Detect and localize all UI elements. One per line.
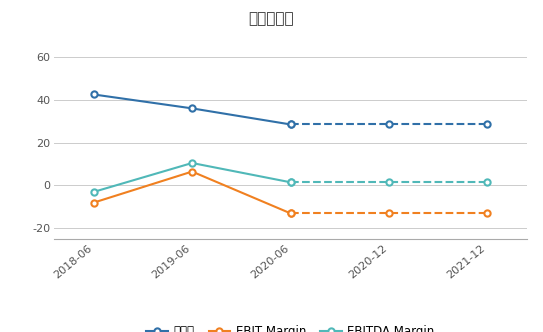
Legend: 毛利率, EBIT Margin, EBITDA Margin: 毛利率, EBIT Margin, EBITDA Margin bbox=[142, 321, 439, 332]
Text: 经营利润率: 经营利润率 bbox=[249, 11, 294, 26]
